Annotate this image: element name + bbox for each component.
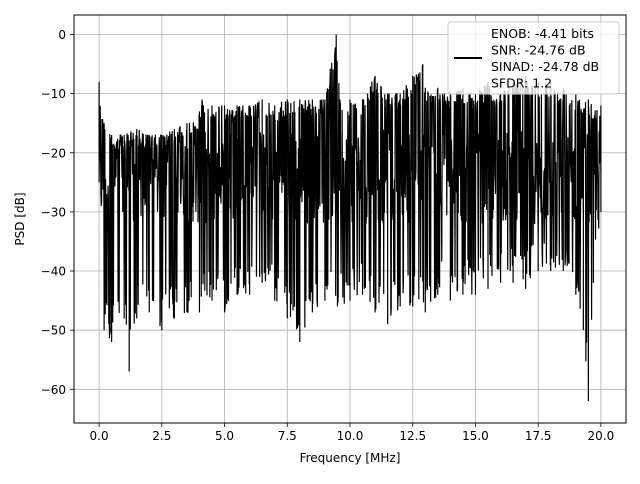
x-axis-label: Frequency [MHz] — [300, 451, 401, 465]
x-tick-label: 2.5 — [152, 429, 171, 443]
y-tick-label: −40 — [41, 265, 66, 279]
x-tick-label: 20.0 — [588, 429, 615, 443]
y-tick-label: −20 — [41, 146, 66, 160]
plot-data — [98, 34, 602, 402]
y-tick-label: −50 — [41, 324, 66, 338]
legend-box — [447, 21, 620, 95]
psd-series-line — [98, 34, 602, 402]
axis-ticks: 0.0 2.5 5.0 7.5 10.0 12.5 15.0 17.5 20.0 0 −10 −20 −… — [41, 28, 615, 443]
x-tick-label: 15.0 — [462, 429, 489, 443]
y-tick-label: −30 — [41, 205, 66, 219]
y-tick-label: −10 — [41, 87, 66, 101]
legend-sfdr-text: SFDR: 1.2 — [491, 76, 552, 91]
x-tick-label: 0.0 — [90, 429, 109, 443]
y-tick-label: −60 — [41, 383, 66, 397]
legend: ENOB: -4.41 bits SNR: -24.76 dB SINAD: -… — [447, 21, 620, 95]
y-tick-label: 0 — [58, 28, 66, 42]
x-tick-label: 12.5 — [399, 429, 426, 443]
x-tick-label: 17.5 — [525, 429, 552, 443]
legend-enob-text: ENOB: -4.41 bits — [491, 26, 594, 41]
legend-snr-text: SNR: -24.76 dB — [491, 43, 586, 58]
y-axis-label: PSD [dB] — [13, 192, 27, 245]
x-tick-label: 7.5 — [278, 429, 297, 443]
x-tick-label: 5.0 — [215, 429, 234, 443]
legend-sinad-text: SINAD: -24.78 dB — [491, 59, 599, 74]
x-tick-label: 10.0 — [337, 429, 364, 443]
